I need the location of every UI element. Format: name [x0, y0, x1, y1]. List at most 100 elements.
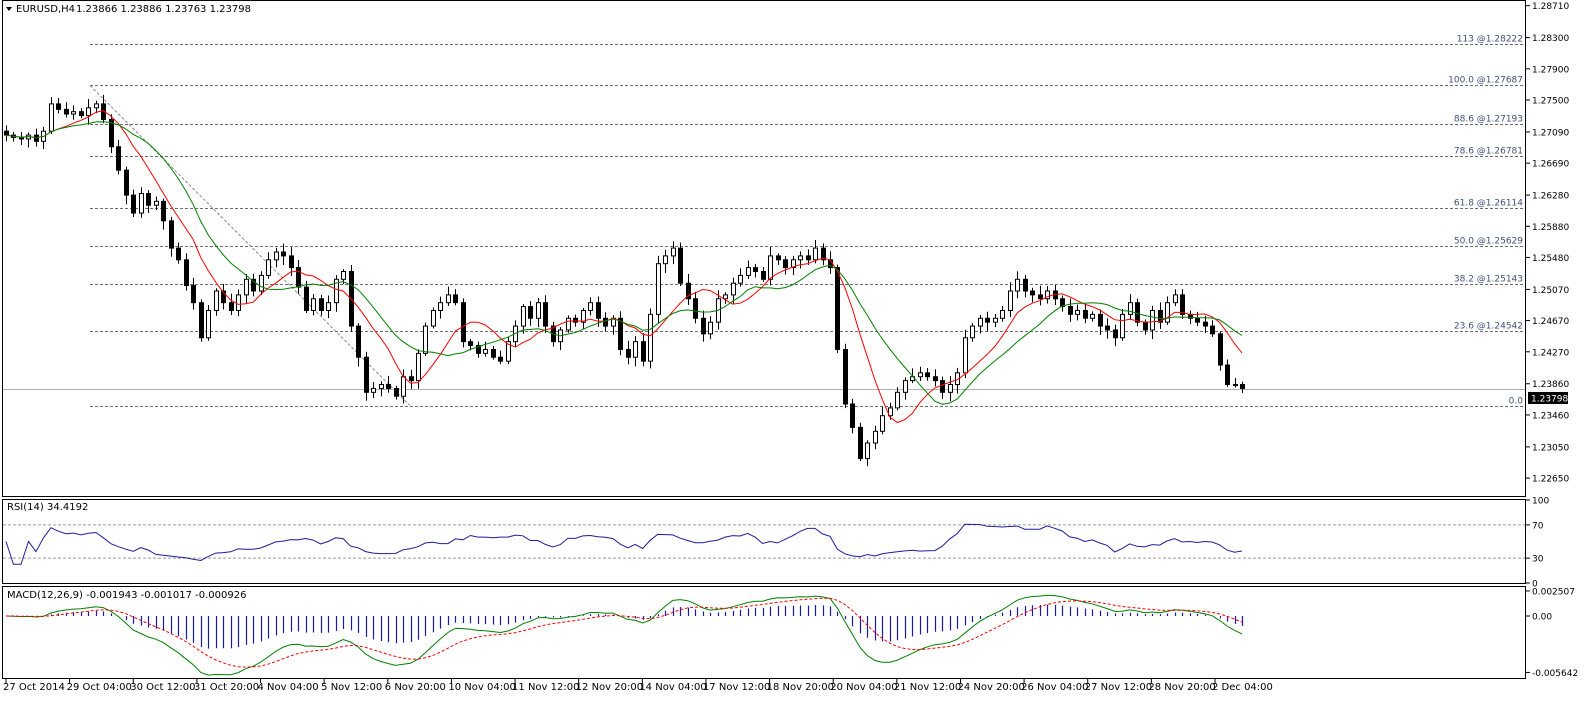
bull-candle	[918, 372, 923, 378]
bear-candle	[109, 118, 114, 148]
bull-candle	[483, 348, 488, 354]
bull-candle	[521, 306, 526, 327]
rsi-tick-label: 0	[1532, 580, 1538, 590]
bear-candle	[394, 387, 399, 397]
price-tick-label: 1.28710	[1532, 2, 1569, 12]
bear-candle	[528, 306, 533, 319]
bull-candle	[446, 294, 451, 304]
bear-candle	[1105, 325, 1110, 331]
bear-candle	[319, 298, 324, 311]
bear-candle	[1038, 294, 1043, 300]
bull-candle	[1173, 294, 1178, 304]
bear-candle	[843, 348, 848, 405]
bear-candle	[1195, 317, 1200, 323]
bull-candle	[1128, 302, 1133, 315]
price-tick-label: 1.27090	[1532, 128, 1569, 138]
bear-candle	[468, 341, 473, 347]
fib-level-label: 113 @1.28222	[1457, 35, 1523, 45]
bear-candle	[776, 255, 781, 261]
bear-candle	[1135, 302, 1140, 323]
macd-tick-label: 0.002507	[1532, 587, 1575, 597]
bull-candle	[94, 103, 99, 109]
bear-candle	[940, 380, 945, 393]
time-tick-label: 20 Nov 04:00	[830, 682, 897, 693]
price-tick-label: 1.25070	[1532, 286, 1569, 296]
bull-candle	[1150, 309, 1155, 331]
time-tick-label: 18 Nov 20:00	[767, 682, 834, 693]
bear-candle	[686, 282, 691, 300]
bear-candle	[453, 294, 458, 304]
price-tick-label: 1.25880	[1532, 223, 1569, 233]
bear-candle	[34, 134, 39, 142]
price-tick-label: 1.22650	[1532, 475, 1569, 485]
bear-candle	[850, 403, 855, 428]
bull-candle	[1045, 290, 1050, 300]
bull-candle	[423, 325, 428, 354]
bull-candle	[588, 302, 593, 311]
bull-candle	[266, 259, 271, 276]
bull-candle	[798, 255, 803, 261]
bear-candle	[783, 259, 788, 269]
macd-main-line	[5, 594, 1243, 676]
bull-candle	[244, 278, 249, 296]
time-tick-label: 4 Nov 04:00	[258, 682, 319, 693]
fibonacci-retracement[interactable]: 113 @1.28222 100.0 @1.27687 88.6 @1.27193 7…	[89, 35, 1525, 407]
time-tick-label: 10 Nov 04:00	[448, 682, 515, 693]
bear-candle	[221, 290, 226, 304]
price-panel-frame	[2, 0, 1526, 497]
bull-candle	[214, 290, 219, 311]
bull-candle	[371, 387, 376, 393]
bull-candle	[993, 317, 998, 323]
ohlc-label: 1.23866 1.23886 1.23763 1.23798	[76, 4, 251, 15]
price-tick-label: 1.27900	[1532, 65, 1569, 75]
bear-candle	[806, 255, 811, 261]
bull-candle	[416, 352, 421, 382]
bull-candle	[326, 302, 331, 311]
bear-candle	[641, 341, 646, 362]
bear-candle	[693, 298, 698, 319]
time-tick-label: 12 Nov 20:00	[576, 682, 643, 693]
bear-candle	[476, 345, 481, 354]
symbol-dropdown-icon[interactable]	[6, 7, 12, 11]
price-tick-label: 1.23860	[1532, 380, 1569, 390]
bull-candle	[401, 376, 406, 397]
fib-level-label: 61.8 @1.26114	[1454, 199, 1523, 209]
bear-candle	[281, 251, 286, 257]
time-tick-label: 11 Nov 12:00	[512, 682, 579, 693]
fib-level-label: 88.6 @1.27193	[1454, 115, 1523, 125]
bull-candle	[1000, 309, 1005, 319]
time-tick-label: 26 Nov 04:00	[1021, 682, 1088, 693]
moving-averages	[5, 110, 1243, 424]
time-tick-label: 21 Nov 12:00	[894, 682, 961, 693]
bull-candle	[873, 430, 878, 444]
price-axis: 1.28710 1.28300 1.27900 1.27500 1.27090 1.266…	[1526, 2, 1578, 679]
bear-candle	[124, 169, 129, 196]
fib-level-label: 100.0 @1.27687	[1448, 76, 1523, 86]
bull-candle	[903, 380, 908, 393]
symbol-label: EURUSD,H4	[16, 4, 75, 15]
time-tick-label: 30 Oct 12:00	[130, 682, 195, 693]
slow-moving-average	[5, 121, 1243, 405]
time-tick-label: 29 Oct 04:00	[67, 682, 132, 693]
time-tick-label: 31 Oct 20:00	[194, 682, 259, 693]
bull-candle	[154, 200, 159, 206]
price-tick-label: 1.26280	[1532, 192, 1569, 202]
bull-candle	[1090, 313, 1095, 319]
price-tick-label: 1.28300	[1532, 34, 1569, 44]
bear-candle	[678, 247, 683, 284]
bull-candle	[963, 337, 968, 374]
bear-candle	[199, 302, 204, 339]
bull-candle	[1075, 309, 1080, 315]
bull-candle	[888, 407, 893, 417]
price-tick-label: 1.23460	[1532, 411, 1569, 421]
bear-candle	[64, 108, 69, 115]
bear-candle	[116, 146, 121, 171]
rsi-panel-frame	[2, 499, 1526, 584]
bear-candle	[1210, 325, 1215, 335]
bull-candle	[71, 111, 76, 115]
time-tick-label: 6 Nov 20:00	[385, 682, 446, 693]
bear-candle	[1030, 290, 1035, 296]
rsi-tick-label: 30	[1532, 555, 1544, 565]
bull-candle	[1233, 384, 1238, 387]
